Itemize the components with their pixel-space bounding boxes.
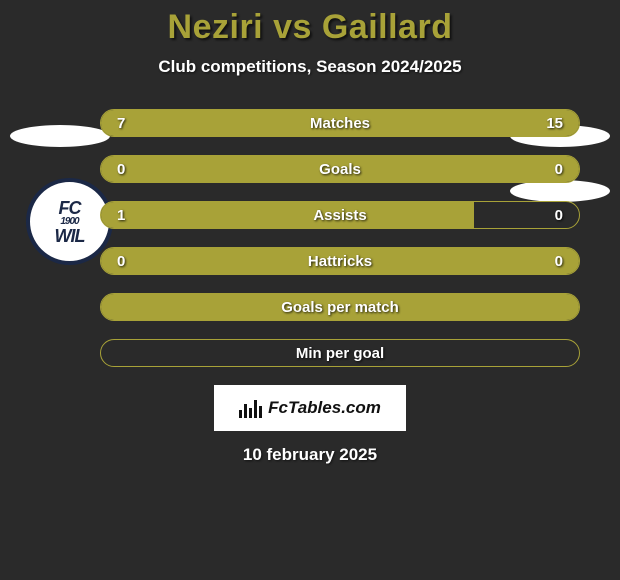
brand-box: FcTables.com <box>214 385 406 431</box>
bar-value-right: 0 <box>539 202 579 228</box>
player1-badge-placeholder <box>10 125 110 147</box>
bar-label: Min per goal <box>101 340 579 366</box>
bar-row: Min per goal <box>100 339 580 367</box>
club-logo-text: FC1900 WIL <box>55 199 85 245</box>
bar-label: Goals per match <box>101 294 579 320</box>
bar-row: Matches7 15 <box>100 109 580 137</box>
bar-row: Goals per match <box>100 293 580 321</box>
bar-value-left: 1 <box>101 202 141 228</box>
subtitle: Club competitions, Season 2024/2025 <box>0 57 620 77</box>
bar-value-right: 15 <box>530 110 579 136</box>
player1-name: Neziri <box>168 8 264 46</box>
player2-name: Gaillard <box>322 8 453 46</box>
comparison-card: Neziri vs Gaillard Club competitions, Se… <box>0 0 620 465</box>
bar-value-right: 0 <box>539 156 579 182</box>
page-title: Neziri vs Gaillard <box>0 8 620 47</box>
club-name: WIL <box>55 226 85 246</box>
bar-row: Goals0 0 <box>100 155 580 183</box>
comparison-bars: Matches715Goals00Assists10Hattricks00Goa… <box>100 109 580 367</box>
bar-value-right: 0 <box>539 248 579 274</box>
bar-label: Goals <box>101 156 579 182</box>
bar-label: Assists <box>101 202 579 228</box>
bar-label: Hattricks <box>101 248 579 274</box>
bar-value-left: 7 <box>101 110 141 136</box>
brand-icon <box>239 398 262 418</box>
club-fc: FC <box>59 198 81 218</box>
bar-row: Hattricks0 0 <box>100 247 580 275</box>
bar-value-left: 0 <box>101 248 141 274</box>
vs-text: vs <box>273 8 312 46</box>
bar-row: Assists1 0 <box>100 201 580 229</box>
bar-value-left: 0 <box>101 156 141 182</box>
date-text: 10 february 2025 <box>0 445 620 465</box>
bar-label: Matches <box>101 110 579 136</box>
brand-text: FcTables.com <box>268 398 381 418</box>
